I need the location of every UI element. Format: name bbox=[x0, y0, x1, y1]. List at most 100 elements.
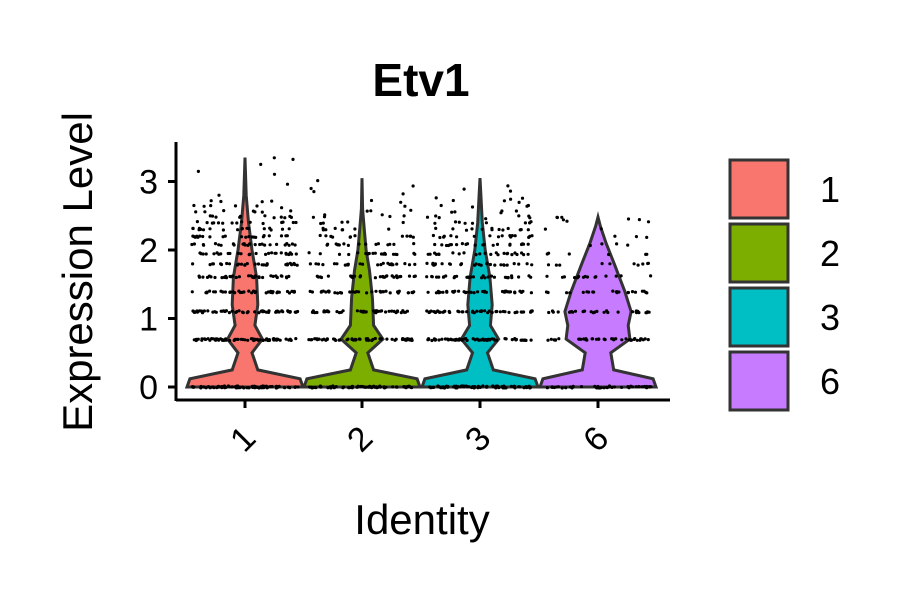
data-point bbox=[605, 385, 609, 389]
data-point bbox=[315, 337, 319, 341]
data-point bbox=[290, 242, 294, 246]
data-point bbox=[607, 252, 611, 257]
data-point bbox=[252, 338, 256, 342]
data-point bbox=[505, 263, 509, 267]
data-point bbox=[211, 262, 215, 266]
data-point bbox=[641, 262, 645, 266]
data-point bbox=[390, 337, 394, 341]
data-point bbox=[558, 263, 562, 267]
data-point bbox=[285, 234, 289, 238]
data-point bbox=[279, 234, 284, 238]
data-point bbox=[201, 309, 205, 313]
data-point bbox=[309, 338, 313, 342]
data-point bbox=[233, 385, 237, 389]
data-point bbox=[402, 214, 406, 218]
data-point bbox=[471, 337, 475, 341]
data-point bbox=[464, 228, 469, 232]
data-point bbox=[367, 251, 371, 256]
data-point bbox=[250, 384, 254, 388]
data-point bbox=[495, 309, 499, 314]
data-point bbox=[376, 309, 380, 313]
data-point bbox=[544, 290, 549, 294]
data-point bbox=[573, 276, 577, 280]
data-point bbox=[285, 182, 290, 186]
data-point bbox=[263, 214, 267, 218]
data-point bbox=[573, 309, 578, 313]
data-point bbox=[250, 235, 254, 239]
data-point bbox=[600, 242, 604, 246]
data-point bbox=[355, 309, 359, 313]
data-point bbox=[452, 385, 456, 389]
data-point bbox=[257, 311, 261, 315]
data-point bbox=[624, 337, 628, 341]
data-point bbox=[373, 336, 377, 341]
data-point bbox=[546, 338, 550, 342]
data-point bbox=[351, 338, 356, 342]
data-point bbox=[503, 275, 507, 279]
data-point bbox=[327, 289, 331, 293]
data-point bbox=[256, 262, 261, 266]
data-point bbox=[335, 310, 339, 314]
data-point bbox=[326, 386, 330, 390]
data-point bbox=[526, 228, 530, 232]
data-point bbox=[460, 337, 464, 342]
data-point bbox=[630, 290, 635, 294]
data-point bbox=[212, 252, 216, 256]
data-point bbox=[434, 214, 438, 218]
data-point bbox=[642, 384, 647, 389]
data-point bbox=[492, 275, 496, 279]
data-point bbox=[329, 234, 333, 238]
data-point bbox=[646, 220, 651, 224]
chart-title: Etv1 bbox=[372, 54, 469, 106]
data-point bbox=[413, 262, 417, 266]
data-point bbox=[629, 338, 633, 342]
data-point bbox=[552, 385, 557, 390]
data-point bbox=[443, 337, 447, 341]
data-point bbox=[613, 234, 617, 238]
data-point bbox=[380, 290, 385, 294]
data-point bbox=[470, 310, 475, 314]
data-point bbox=[442, 310, 446, 314]
data-point bbox=[456, 309, 460, 313]
data-point bbox=[515, 252, 519, 257]
data-point bbox=[494, 251, 498, 255]
data-point bbox=[488, 234, 492, 238]
data-point bbox=[341, 228, 345, 232]
data-point bbox=[467, 275, 471, 280]
data-point bbox=[355, 385, 359, 389]
data-point bbox=[228, 290, 232, 294]
data-point bbox=[285, 242, 289, 246]
data-point bbox=[231, 290, 235, 294]
data-point bbox=[448, 310, 452, 315]
data-point bbox=[239, 252, 243, 256]
data-point bbox=[481, 289, 485, 294]
data-point bbox=[404, 338, 409, 342]
data-point bbox=[472, 291, 476, 295]
data-point bbox=[260, 242, 264, 246]
data-point bbox=[364, 337, 368, 341]
data-point bbox=[388, 214, 392, 219]
data-point bbox=[289, 209, 293, 213]
data-point bbox=[434, 252, 438, 256]
data-point bbox=[373, 276, 377, 280]
data-point bbox=[219, 252, 223, 256]
data-point bbox=[247, 253, 251, 257]
data-point bbox=[228, 274, 232, 279]
data-point bbox=[258, 338, 262, 342]
data-point bbox=[194, 338, 198, 343]
data-point bbox=[294, 220, 298, 225]
data-point bbox=[192, 235, 196, 239]
data-point bbox=[293, 243, 297, 247]
data-point bbox=[370, 290, 374, 294]
data-point bbox=[472, 234, 476, 238]
data-point bbox=[588, 243, 592, 248]
data-point bbox=[475, 309, 479, 313]
data-point bbox=[493, 338, 497, 342]
data-point bbox=[520, 338, 524, 342]
data-point bbox=[556, 310, 560, 314]
data-point bbox=[526, 252, 530, 256]
data-point bbox=[387, 309, 391, 313]
data-point bbox=[353, 227, 357, 231]
violin-2 bbox=[301, 178, 423, 389]
